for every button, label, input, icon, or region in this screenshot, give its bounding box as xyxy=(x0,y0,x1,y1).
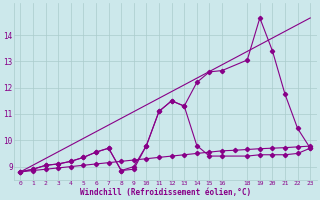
X-axis label: Windchill (Refroidissement éolien,°C): Windchill (Refroidissement éolien,°C) xyxy=(80,188,251,197)
